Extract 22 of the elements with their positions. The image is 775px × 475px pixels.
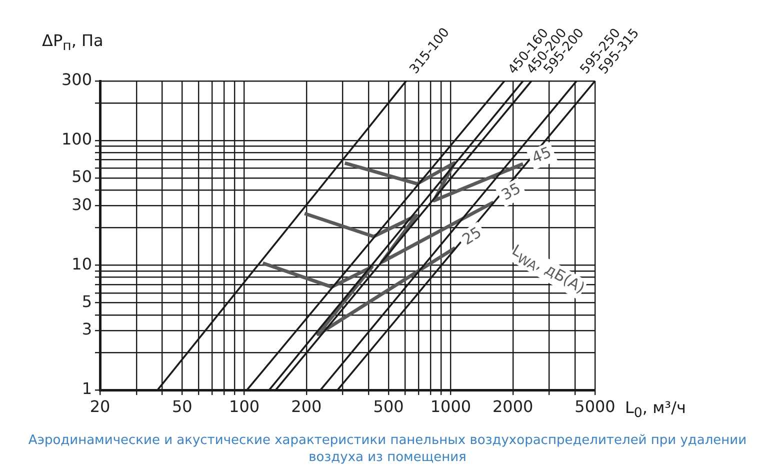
y-tick-label: 10	[72, 254, 92, 274]
x-tick-label: 20	[90, 396, 110, 416]
x-axis-title: L$_{0}$, м³/ч	[625, 398, 686, 422]
y-axis-title: ΔP$_{п}$, Па	[42, 31, 104, 54]
x-tick-label: 5000	[574, 396, 616, 416]
text: 45	[529, 143, 554, 167]
y-tick-label: 30	[72, 194, 92, 214]
y-tick-label: 300	[61, 70, 92, 90]
text: 25	[458, 223, 485, 249]
x-tick-label: 500	[373, 396, 404, 416]
x-tick-label: 100	[229, 396, 260, 416]
y-tick-label: 5	[82, 292, 92, 311]
y-tick-label: 3	[82, 320, 92, 339]
x-tick-label: 1000	[430, 396, 472, 416]
text: Аэродинамические и акустические характеристики панельных воздухораспределителей при удалении воздуха из помещения	[27, 432, 748, 466]
y-tick-label: 1	[82, 379, 92, 398]
x-tick-label: 2000	[492, 396, 534, 416]
y-tick-label: 100	[61, 130, 92, 149]
y-tick-label: 50	[72, 167, 92, 186]
x-tick-label: 200	[291, 396, 322, 416]
x-tick-label: 50	[172, 396, 192, 416]
text: 35	[498, 179, 524, 204]
